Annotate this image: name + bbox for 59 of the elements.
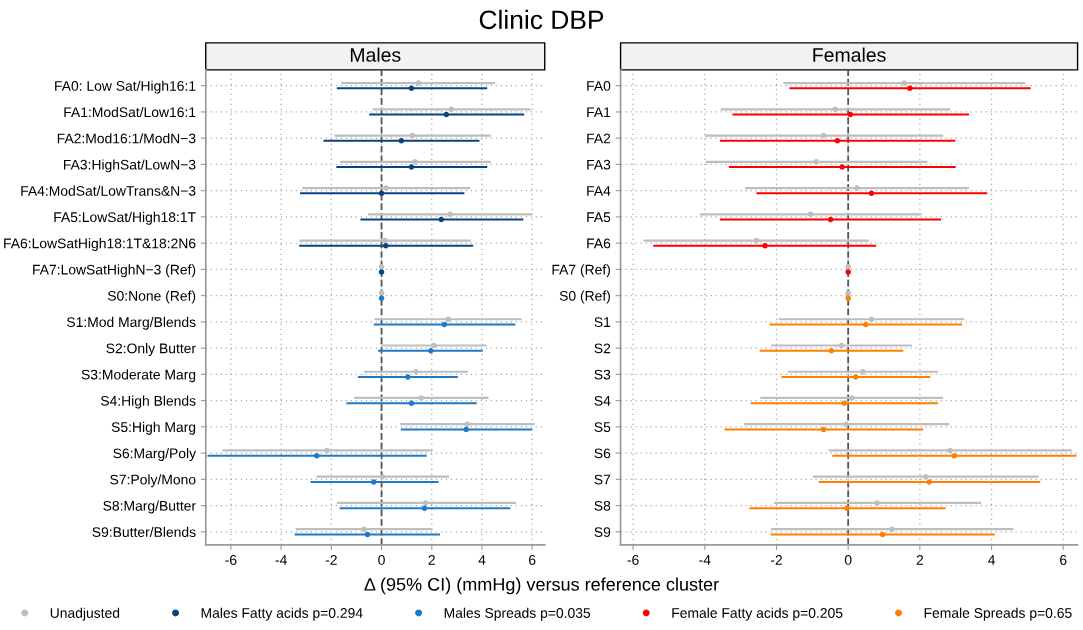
y-tick-label: FA3:HighSat/LowN−3 <box>64 159 196 173</box>
x-tick-label: -4 <box>275 555 287 565</box>
y-tick-label: FA6:LowSatHigh18:1T&18:2N6 <box>4 238 196 252</box>
chart-title: Males <box>350 47 401 62</box>
y-tick-label: FA0: Low Sat/High16:1 <box>55 80 196 94</box>
y-tick-label: S1:Mod Marg/Blends <box>66 316 196 330</box>
y-tick-label: S3:Moderate Marg <box>81 369 196 383</box>
y-tick-label: S8 <box>594 500 611 511</box>
y-tick-label: S0:None (Ref) <box>107 290 196 304</box>
legend-label: Males Fatty acids p=0.294 <box>201 607 363 621</box>
x-tick-label: 4 <box>478 555 486 565</box>
legend-label: Female Spreads p=0.65 <box>924 607 1072 621</box>
y-tick-label: FA6 <box>587 238 611 249</box>
y-tick-label: FA5:LowSat/High18:1T <box>54 211 196 225</box>
chart-title: Females <box>813 47 886 62</box>
x-tick-label: 0 <box>844 555 852 565</box>
legend-label: Unadjusted <box>50 607 120 621</box>
y-tick-label: S9:Butter/Blends <box>92 526 196 537</box>
y-tick-label: FA7:LowSatHighN−3 (Ref) <box>33 264 196 278</box>
y-tick-label: S6 <box>594 448 611 459</box>
x-tick-label: -2 <box>325 555 337 565</box>
y-tick-label: S2 <box>594 343 611 354</box>
y-tick-label: FA2:Mod16:1/ModN−3 <box>57 133 196 144</box>
x-tick-label: -4 <box>699 555 711 565</box>
legend-label: Female Fatty acids p=0.205 <box>672 607 843 621</box>
y-tick-label: S7:Poly/Mono <box>110 474 196 488</box>
y-tick-label: FA1:ModSat/Low16:1 <box>64 106 196 118</box>
y-tick-label: S3 <box>594 369 611 380</box>
x-tick-label: 6 <box>1060 555 1067 565</box>
x-tick-label: 4 <box>988 555 996 565</box>
y-tick-label: S6:Marg/Poly <box>113 448 197 462</box>
y-tick-label: FA0 <box>587 81 611 91</box>
x-tick-label: 6 <box>529 555 536 565</box>
x-tick-label: -6 <box>225 555 237 565</box>
y-tick-label: S2:Only Butter <box>106 343 196 357</box>
y-tick-label: S4 <box>594 395 611 406</box>
legend-label: Males Spreads p=0.035 <box>444 607 591 621</box>
x-tick-label: 2 <box>916 555 924 565</box>
y-tick-label: FA3 <box>587 159 611 170</box>
x-tick-label: 2 <box>428 555 435 565</box>
text: Clinic DBP <box>479 9 604 30</box>
y-tick-label: FA2 <box>587 133 611 144</box>
x-tick-label: 0 <box>378 555 385 565</box>
y-tick-label: S5:High Marg <box>111 421 196 435</box>
x-tick-label: -2 <box>770 555 782 565</box>
y-tick-label: FA5 <box>587 212 611 223</box>
y-tick-label: S0 (Ref) <box>559 290 610 304</box>
y-tick-label: S4:High Blends <box>100 395 196 409</box>
y-tick-label: S7 <box>594 474 611 485</box>
y-tick-label: FA7 (Ref) <box>552 264 610 278</box>
y-tick-label: FA1 <box>587 107 611 117</box>
y-tick-label: S5 <box>594 422 611 433</box>
y-tick-label: FA4 <box>587 186 611 196</box>
y-tick-label: S1 <box>594 317 611 328</box>
y-tick-label: S8:Marg/Butter <box>103 500 196 514</box>
x-tick-label: -6 <box>627 555 639 565</box>
x-axis-title: Δ (95% CI) (mmHg) versus reference cluster <box>364 577 719 595</box>
y-tick-label: FA4:ModSat/LowTrans&N−3 <box>21 185 196 196</box>
y-tick-label: S9 <box>594 527 611 537</box>
